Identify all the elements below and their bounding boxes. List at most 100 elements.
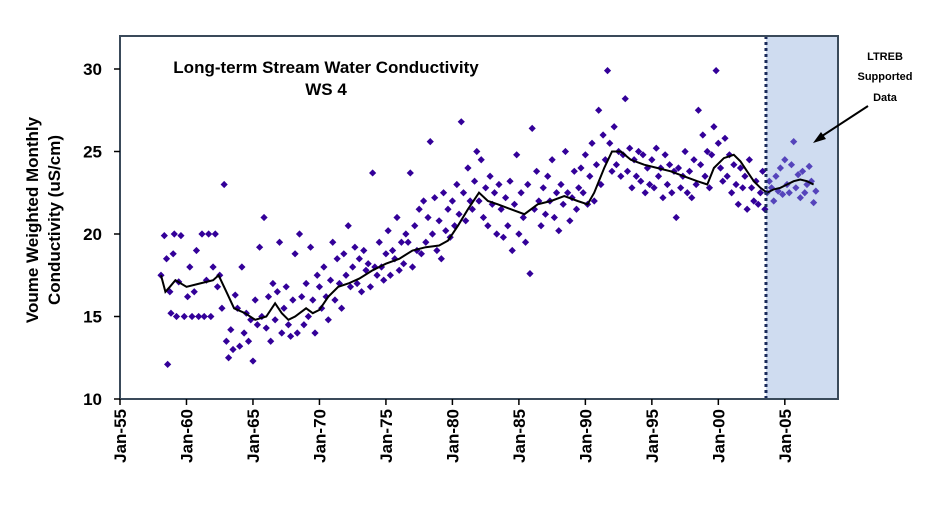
data-point	[340, 250, 348, 258]
data-point	[776, 164, 784, 172]
data-point	[313, 271, 321, 279]
data-point	[692, 180, 700, 189]
data-point	[690, 156, 698, 164]
data-point	[320, 263, 328, 271]
data-point	[256, 243, 264, 251]
data-point	[417, 250, 425, 258]
data-point	[787, 161, 796, 169]
data-point	[801, 189, 809, 197]
data-point	[497, 205, 505, 213]
data-point	[741, 172, 749, 180]
data-point	[251, 296, 259, 304]
data-point	[577, 164, 585, 172]
data-point	[291, 250, 299, 258]
data-point	[220, 180, 228, 189]
data-point	[517, 189, 525, 197]
data-point	[349, 263, 357, 271]
data-point	[468, 205, 476, 213]
data-point	[524, 180, 532, 189]
data-point	[767, 184, 776, 192]
data-point	[705, 184, 714, 192]
data-point	[224, 354, 233, 362]
data-point	[685, 167, 694, 175]
data-point	[572, 205, 581, 213]
data-point	[683, 189, 691, 197]
data-point	[650, 184, 658, 192]
data-point	[745, 156, 753, 164]
data-point	[670, 167, 678, 175]
data-point	[539, 184, 547, 192]
data-point	[501, 194, 510, 202]
data-point	[488, 200, 496, 208]
data-point	[280, 304, 288, 312]
data-point	[699, 131, 707, 139]
data-point	[342, 271, 350, 279]
data-point	[462, 217, 470, 225]
data-point	[608, 167, 616, 175]
data-point	[422, 238, 430, 246]
data-point	[581, 151, 589, 159]
data-point	[157, 271, 165, 279]
data-point	[623, 167, 632, 175]
data-point	[231, 291, 239, 299]
data-point	[271, 316, 279, 324]
data-point	[227, 326, 235, 334]
x-tick-label: Jan-75	[377, 409, 396, 463]
data-point	[293, 329, 301, 337]
data-point	[346, 283, 355, 291]
data-point	[366, 283, 375, 291]
data-point	[515, 230, 523, 238]
x-tick-label: Jan-70	[310, 409, 329, 463]
data-point	[338, 304, 346, 312]
data-point	[732, 180, 740, 189]
data-point	[586, 172, 594, 180]
data-point	[400, 260, 408, 268]
data-point	[351, 243, 359, 251]
data-point	[264, 293, 273, 301]
y-axis-label-line1: Voume Weighted Monthly	[23, 116, 42, 323]
x-tick-label: Jan-95	[643, 409, 662, 463]
data-point	[708, 151, 716, 159]
x-tick-label: Jan-60	[177, 409, 196, 463]
data-point	[306, 243, 315, 251]
data-point	[772, 172, 780, 180]
y-axis-label-line2: Conductivity (uS/cm)	[45, 135, 64, 305]
y-tick-label: 30	[83, 60, 102, 79]
data-point	[621, 95, 629, 103]
data-point	[164, 360, 172, 368]
ltreb-annotation-line1: LTREB	[867, 51, 903, 63]
data-point	[411, 222, 419, 230]
data-point	[192, 246, 201, 255]
data-point	[473, 147, 481, 156]
data-point	[464, 164, 472, 172]
data-point	[388, 246, 397, 255]
data-point	[222, 337, 230, 345]
data-point	[557, 180, 565, 189]
data-point	[672, 213, 680, 222]
data-point	[765, 177, 773, 185]
data-point	[794, 171, 802, 179]
data-point	[519, 213, 527, 222]
data-point	[723, 172, 731, 180]
data-point	[253, 321, 261, 329]
data-point	[275, 238, 284, 246]
data-point	[628, 184, 636, 192]
data-point	[641, 189, 649, 197]
data-point	[344, 222, 352, 230]
data-point	[535, 197, 543, 205]
data-point	[743, 205, 751, 213]
data-point	[592, 161, 601, 169]
data-point	[240, 329, 248, 337]
data-point	[355, 255, 363, 263]
data-point	[721, 134, 729, 142]
data-point	[761, 205, 769, 213]
data-point	[183, 293, 192, 301]
ltreb-region	[765, 36, 838, 399]
data-point	[482, 184, 490, 192]
data-point	[160, 232, 168, 240]
data-point	[812, 187, 820, 195]
data-point	[238, 263, 246, 271]
data-point	[395, 266, 403, 274]
data-point	[415, 205, 423, 213]
y-tick-label: 10	[83, 390, 102, 409]
